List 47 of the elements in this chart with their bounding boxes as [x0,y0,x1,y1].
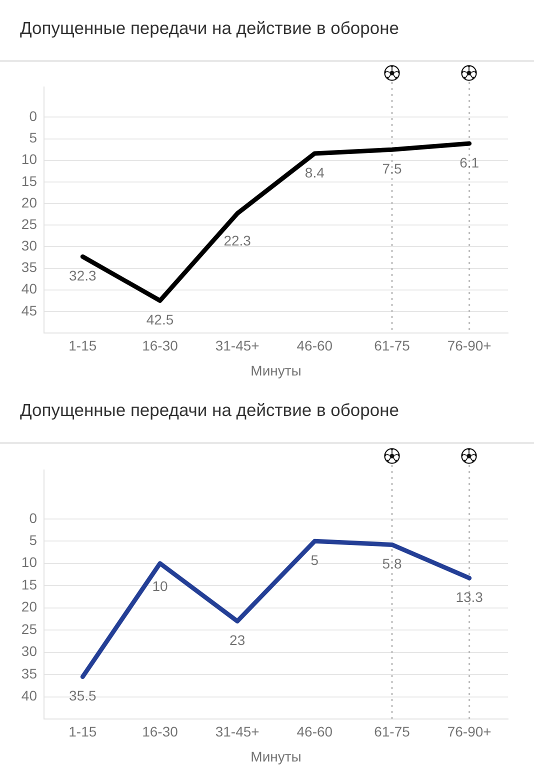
x-tick-label: 16-30 [142,723,178,740]
y-tick-label: 15 [21,172,38,189]
y-tick-label: 0 [29,108,38,124]
y-tick-label: 20 [21,194,38,210]
chart-title: Допущенные передачи на действие в обороне [20,399,399,422]
y-tick-label: 10 [21,554,38,570]
x-tick-label: 46-60 [296,337,333,354]
y-tick-label: 0 [29,510,38,526]
y-tick-label: 40 [21,280,38,297]
data-label: 23 [230,632,246,648]
data-label: 35.5 [69,688,97,704]
y-tick-label: 15 [21,576,38,592]
y-tick-label: 30 [21,643,38,660]
data-label: 5.8 [382,556,402,572]
y-tick-label: 25 [21,620,38,637]
y-tick-label: 20 [21,598,38,615]
data-label: 8.4 [304,164,325,180]
x-tick-label: 16-30 [142,337,178,354]
y-tick-label: 10 [21,151,38,168]
x-tick-label: 61-75 [374,337,410,354]
data-label: 13.3 [456,588,484,605]
data-label: 42.5 [146,311,174,328]
data-label: 32.3 [69,267,97,284]
y-tick-label: 25 [21,216,38,232]
x-tick-label: 31-45+ [215,723,260,740]
x-axis-title: Минуты [250,748,302,764]
x-tick-label: 1-15 [68,723,97,740]
chart-title: Допущенные передачи на действие в обороне [20,17,399,40]
data-label: 10 [152,578,168,594]
x-tick-label: 61-75 [374,723,410,740]
x-tick-label: 31-45+ [215,337,260,354]
data-label: 6.1 [460,154,480,170]
y-tick-label: 45 [21,302,38,318]
x-tick-label: 1-15 [68,337,97,354]
y-tick-label: 35 [21,259,38,276]
x-tick-label: 76-90+ [447,337,492,354]
y-tick-label: 35 [21,665,38,682]
y-tick-label: 30 [21,238,38,254]
x-tick-label: 46-60 [296,723,333,740]
y-tick-label: 5 [29,532,38,548]
x-axis-title: Минуты [250,362,302,378]
data-label: 5 [310,552,319,568]
x-tick-label: 76-90+ [447,723,492,740]
data-label: 7.5 [382,160,402,176]
data-label: 22.3 [224,232,252,248]
y-tick-label: 40 [21,688,38,704]
y-tick-label: 5 [29,130,38,146]
